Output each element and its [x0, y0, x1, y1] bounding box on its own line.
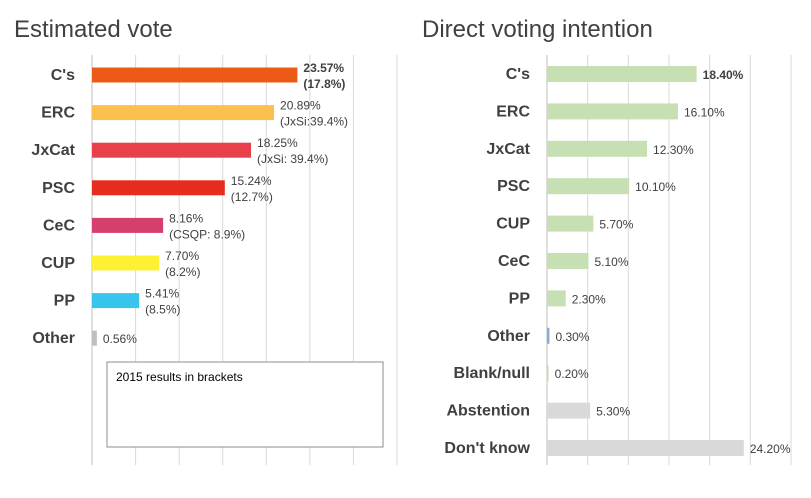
- left-value-label-other: 0.56%: [103, 332, 137, 346]
- left-bar-jxcat: [92, 142, 252, 158]
- right-category-label-cup: CUP: [496, 216, 530, 233]
- right-bar-blank-null: [547, 365, 549, 382]
- left-category-label-cs: C's: [51, 67, 75, 84]
- right-bar-erc: [547, 103, 678, 120]
- right-chart-title: Direct voting intention: [422, 16, 653, 43]
- right-bar-dont-know: [547, 440, 744, 456]
- right-value-label-psc: 10.10%: [635, 180, 676, 194]
- left-category-label-cup: CUP: [41, 255, 75, 272]
- left-bar-erc: [92, 105, 275, 121]
- note-text: 2015 results in brackets: [116, 370, 243, 384]
- left-value-label-cs: 23.57%: [303, 61, 344, 75]
- right-value-label-erc: 16.10%: [684, 105, 725, 119]
- left-sublabel-cs: (17.8%): [303, 77, 345, 91]
- right-category-label-blank-null: Blank/null: [454, 365, 530, 382]
- right-value-label-abstention: 5.30%: [596, 405, 630, 419]
- right-category-label-psc: PSC: [497, 178, 530, 195]
- right-category-label-erc: ERC: [496, 103, 530, 120]
- left-sublabel-psc: (12.7%): [231, 190, 273, 204]
- left-bar-other: [92, 330, 97, 346]
- left-value-label-psc: 15.24%: [231, 174, 272, 188]
- right-category-label-dont-know: Don't know: [444, 440, 530, 457]
- left-sublabel-pp: (8.5%): [145, 303, 180, 317]
- left-sublabel-cup: (8.2%): [165, 265, 200, 279]
- left-value-label-pp: 5.41%: [145, 287, 179, 301]
- left-value-label-jxcat: 18.25%: [257, 136, 298, 150]
- note-box: [106, 361, 384, 448]
- left-bar-cs: [92, 67, 298, 83]
- right-value-label-dont-know: 24.20%: [750, 442, 791, 456]
- left-sublabel-cec: (CSQP: 8.9%): [169, 227, 245, 241]
- right-bar-other: [547, 327, 550, 344]
- right-value-label-blank-null: 0.20%: [555, 367, 589, 381]
- right-category-label-abstention: Abstention: [446, 403, 530, 420]
- right-value-label-pp: 2.30%: [572, 292, 606, 306]
- right-bar-jxcat: [547, 140, 648, 157]
- right-value-label-jxcat: 12.30%: [653, 143, 694, 157]
- left-category-label-erc: ERC: [41, 105, 75, 122]
- left-chart-gridlines: [91, 55, 398, 465]
- right-category-label-cs: C's: [506, 66, 530, 83]
- right-bar-cs: [547, 66, 697, 82]
- left-bar-cec: [92, 217, 164, 233]
- left-category-label-other: Other: [32, 330, 75, 347]
- left-bar-psc: [92, 180, 225, 196]
- right-value-label-cec: 5.10%: [594, 255, 628, 269]
- left-value-label-cec: 8.16%: [169, 211, 203, 225]
- left-category-label-cec: CeC: [43, 217, 75, 234]
- left-value-label-cup: 7.70%: [165, 249, 199, 263]
- left-category-label-pp: PP: [54, 293, 76, 310]
- right-bar-cec: [547, 253, 589, 269]
- right-category-label-jxcat: JxCat: [486, 141, 530, 158]
- left-sublabel-jxcat: (JxSi: 39.4%): [257, 152, 328, 166]
- left-category-label-psc: PSC: [42, 180, 75, 197]
- left-chart-marks: C's 23.57% (17.8%) ERC 20.89% (JxSi:39.4%) JxC…: [31, 61, 348, 347]
- left-category-label-jxcat: JxCat: [31, 142, 75, 159]
- right-value-label-cup: 5.70%: [599, 218, 633, 232]
- right-category-label-other: Other: [487, 328, 530, 345]
- right-value-label-other: 0.30%: [555, 330, 589, 344]
- right-category-label-pp: PP: [509, 290, 531, 307]
- left-value-label-erc: 20.89%: [280, 99, 321, 113]
- right-bar-cup: [547, 215, 594, 232]
- right-bar-psc: [547, 178, 630, 195]
- right-value-label-cs: 18.40%: [703, 68, 744, 82]
- left-bar-pp: [92, 293, 140, 309]
- right-bar-pp: [547, 290, 566, 307]
- left-chart-title: Estimated vote: [14, 16, 173, 43]
- left-sublabel-erc: (JxSi:39.4%): [280, 115, 348, 129]
- right-category-label-cec: CeC: [498, 253, 530, 270]
- right-chart-marks: C's 18.40% ERC 16.10% JxCat 12.30% PSC 10.10% CU…: [444, 66, 791, 457]
- left-bar-cup: [92, 255, 160, 271]
- right-bar-abstention: [547, 402, 591, 419]
